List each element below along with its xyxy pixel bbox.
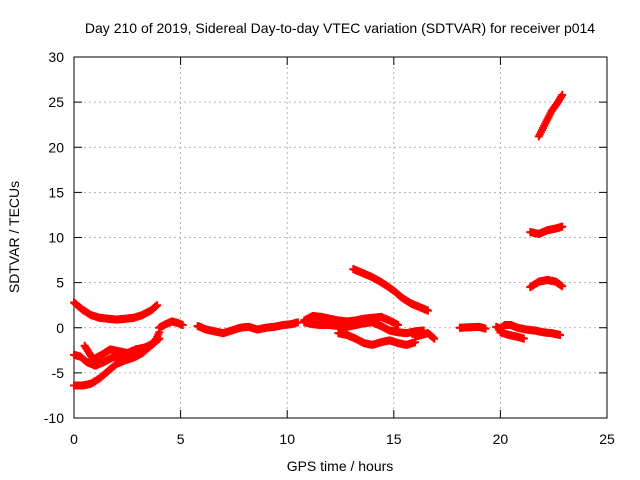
data-point xyxy=(481,324,490,333)
x-tick-label: 0 xyxy=(70,431,78,447)
x-tick-label: 20 xyxy=(493,431,509,447)
series-arc-j xyxy=(349,265,432,315)
data-point xyxy=(423,306,432,315)
y-tick-label: 15 xyxy=(48,184,64,200)
series-arc-k xyxy=(411,329,439,343)
x-tick-label: 10 xyxy=(279,431,295,447)
y-tick-label: -10 xyxy=(44,410,64,426)
y-tick-label: 20 xyxy=(48,139,64,155)
series-arc-q xyxy=(534,90,567,141)
data-point xyxy=(558,90,567,99)
series-arc-m xyxy=(492,321,565,339)
series-arc-n xyxy=(496,328,528,343)
x-tick-label: 5 xyxy=(177,431,185,447)
series-arc-o xyxy=(526,275,567,292)
series-arc-a xyxy=(70,298,162,324)
series-arc-l xyxy=(455,322,490,333)
series-arc-h xyxy=(300,318,428,338)
data-point xyxy=(148,339,157,348)
series-arc-e xyxy=(155,317,187,332)
y-axis-label: SDTVAR / TECUs xyxy=(6,181,22,293)
y-tick-label: 10 xyxy=(48,230,64,246)
x-tick-label: 15 xyxy=(386,431,402,447)
y-tick-label: 5 xyxy=(56,275,64,291)
data-point xyxy=(153,301,162,310)
data-point xyxy=(556,330,565,339)
data-point xyxy=(430,334,439,343)
y-tick-label: 0 xyxy=(56,320,64,336)
data-point xyxy=(155,334,164,343)
data-points xyxy=(70,90,567,390)
data-point xyxy=(394,321,403,330)
data-point xyxy=(178,321,187,330)
y-tick-label: -5 xyxy=(52,365,65,381)
series-arc-f xyxy=(193,318,302,338)
data-point xyxy=(558,282,567,291)
grid xyxy=(74,57,607,418)
data-point xyxy=(519,334,528,343)
data-point xyxy=(558,222,567,231)
series-arc-i xyxy=(334,329,420,349)
chart-title: Day 210 of 2019, Sidereal Day-to-day VTE… xyxy=(85,20,595,36)
series-arc-d xyxy=(80,339,157,364)
y-tick-label: 25 xyxy=(48,94,64,110)
x-tick-label: 25 xyxy=(599,431,615,447)
axis-ticks: 0 5 10 15 20 25 -10 -5 0 5 10 15 20 25 30 xyxy=(44,49,615,447)
series-arc-p xyxy=(526,222,567,238)
y-tick-label: 30 xyxy=(48,49,64,65)
x-axis-label: GPS time / hours xyxy=(287,458,394,474)
